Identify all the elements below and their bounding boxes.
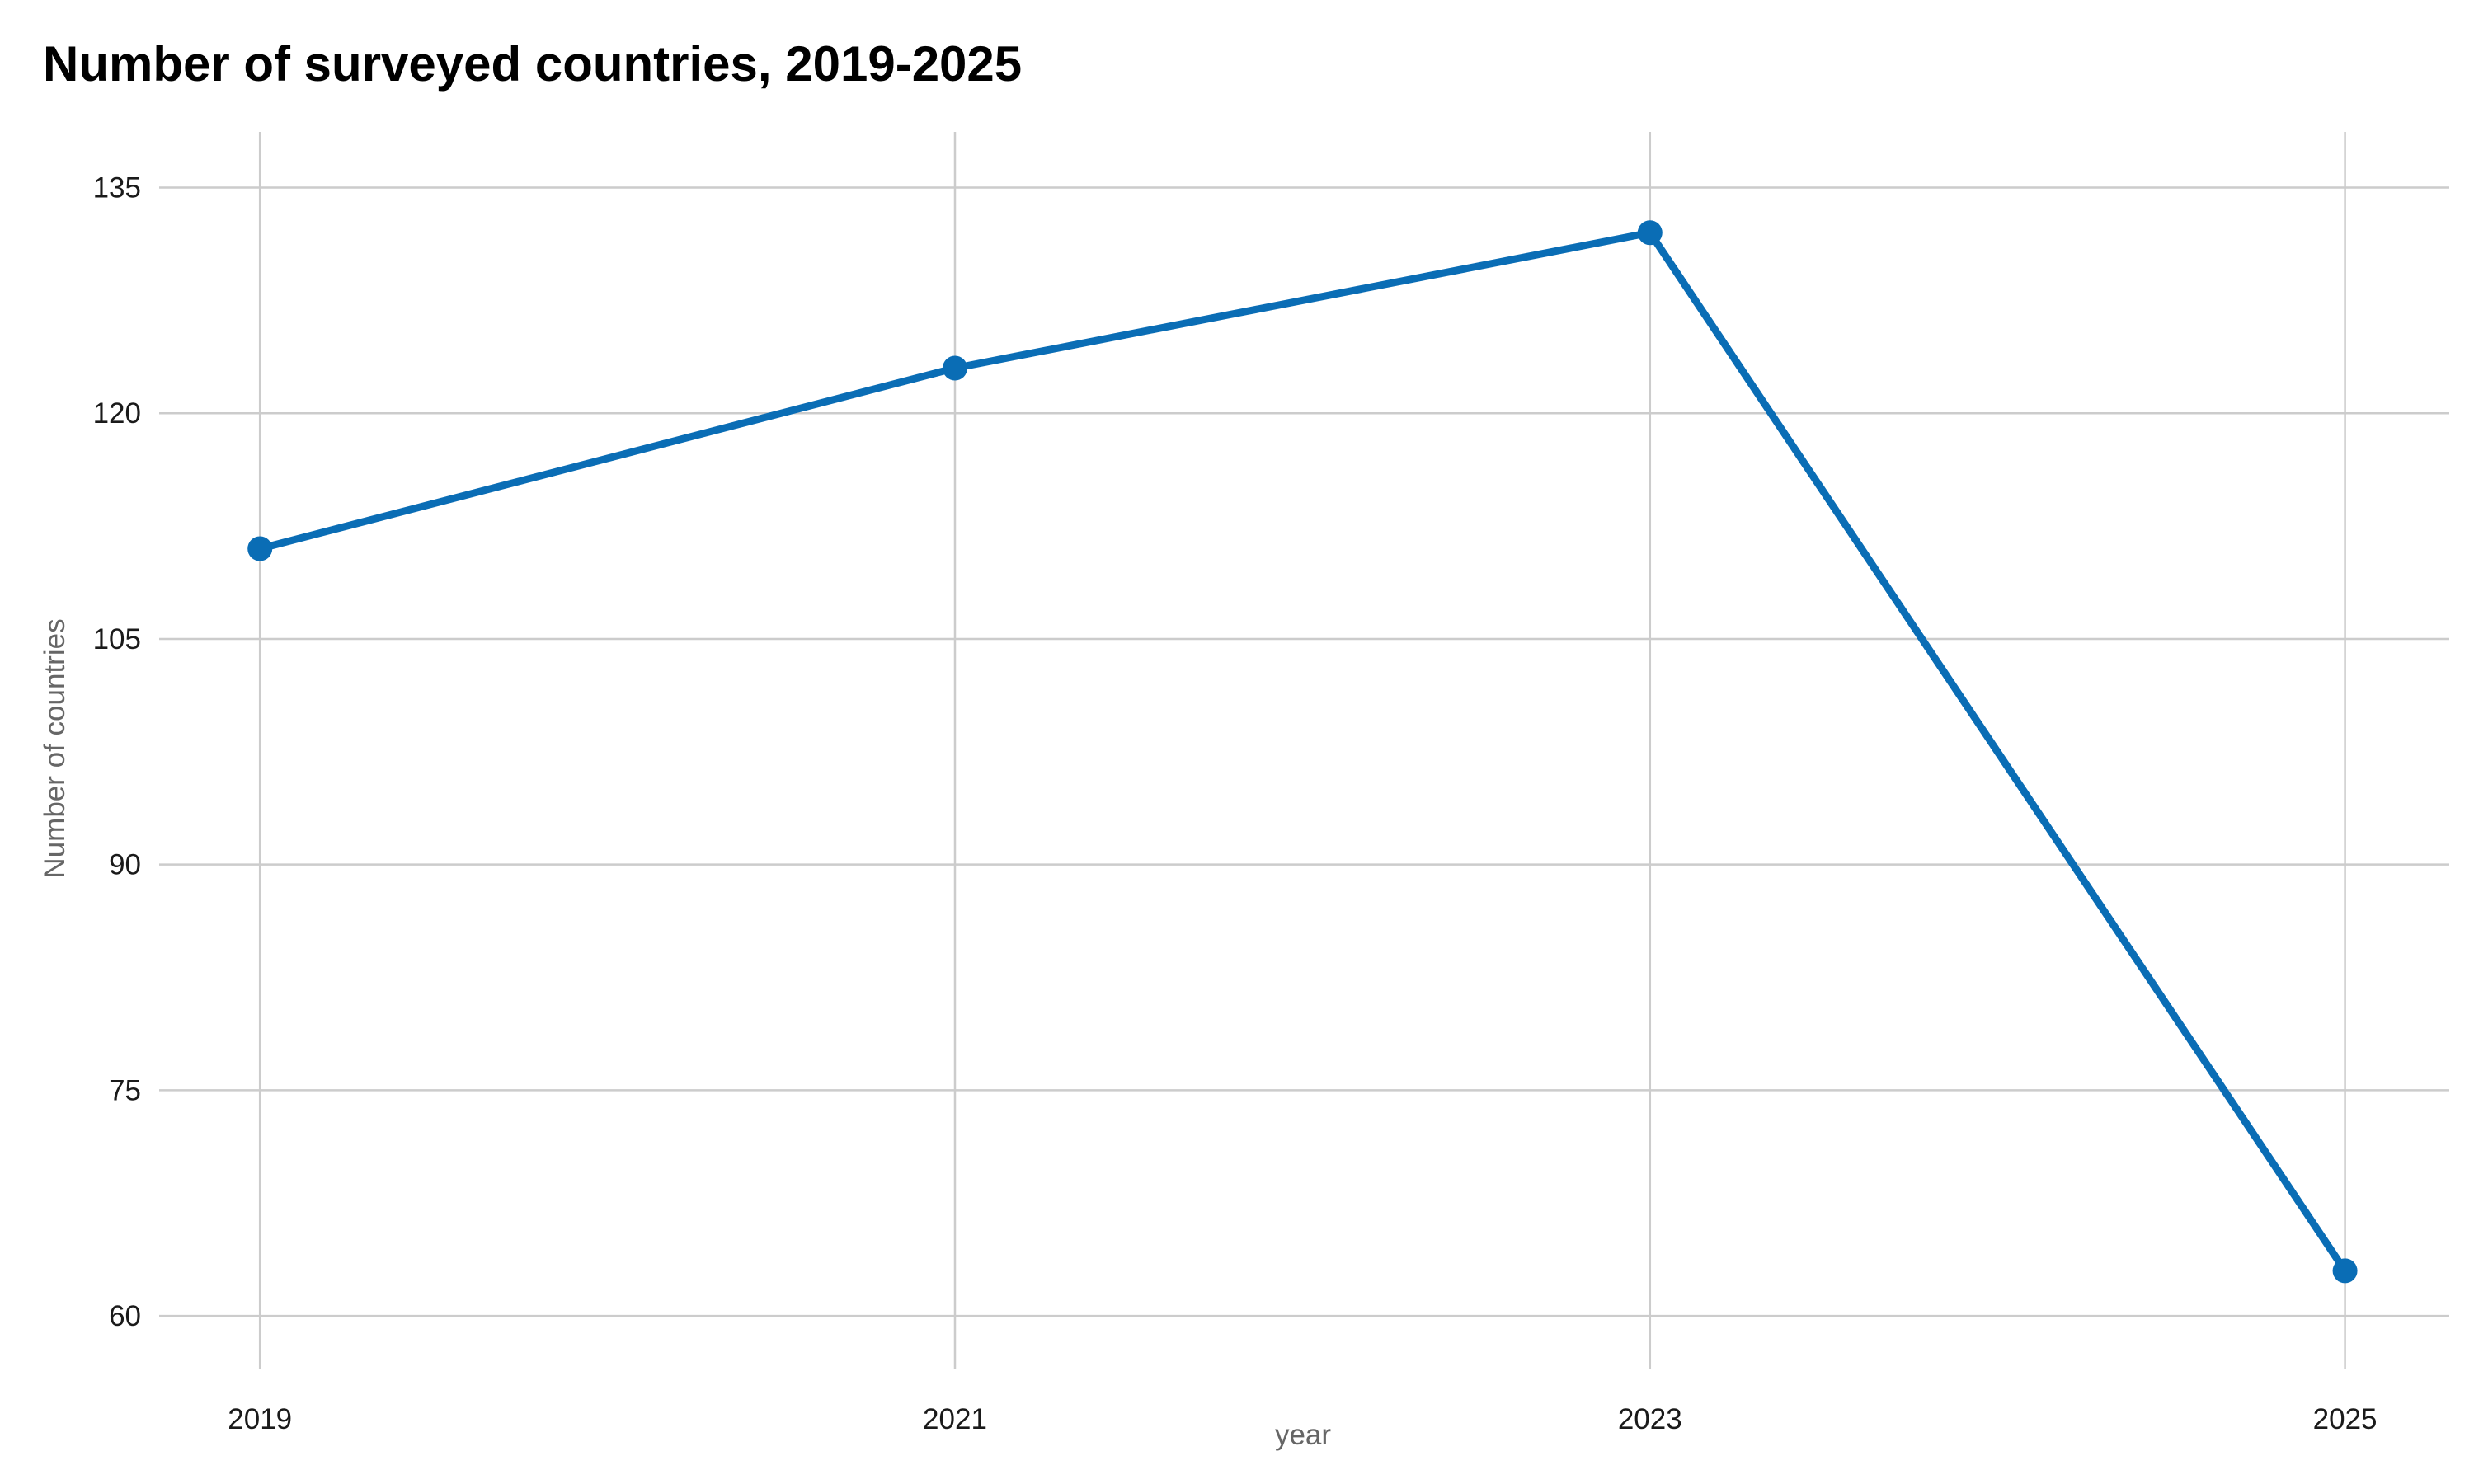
data-point	[1637, 220, 1663, 246]
data-point	[942, 355, 967, 381]
chart-title: Number of surveyed countries, 2019-2025	[43, 36, 1022, 92]
x-axis-title: year	[1275, 1419, 1331, 1451]
y-tick-label: 105	[93, 623, 141, 655]
y-axis-title: Number of countries	[39, 618, 71, 878]
grid-lines	[159, 132, 2449, 1369]
x-tick-label: 2023	[1618, 1403, 1682, 1435]
x-tick-label: 2021	[923, 1403, 987, 1435]
y-tick-label: 60	[109, 1300, 141, 1332]
x-axis-ticks: 2019 2021 2023 2025	[228, 1403, 2377, 1435]
y-tick-label: 90	[109, 849, 141, 881]
x-tick-label: 2025	[2313, 1403, 2378, 1435]
series-layer	[247, 220, 2358, 1284]
x-tick-label: 2019	[228, 1403, 292, 1435]
y-tick-label: 120	[93, 397, 141, 430]
y-tick-label: 135	[93, 172, 141, 204]
data-point	[2332, 1258, 2358, 1284]
series-line	[256, 228, 2349, 1275]
y-axis-ticks: 60 75 90 105 120 135	[93, 172, 141, 1333]
y-tick-label: 75	[109, 1074, 141, 1106]
data-point	[247, 536, 273, 561]
